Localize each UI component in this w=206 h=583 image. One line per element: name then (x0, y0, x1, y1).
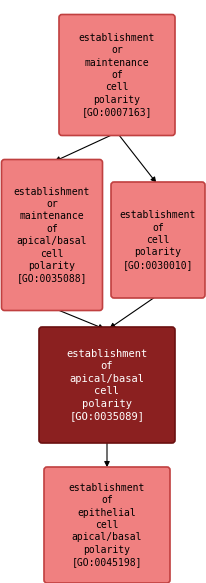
FancyBboxPatch shape (59, 15, 174, 135)
FancyBboxPatch shape (110, 182, 204, 298)
Text: establishment
of
epithelial
cell
apical/basal
polarity
[GO:0045198]: establishment of epithelial cell apical/… (68, 483, 144, 567)
Text: establishment
or
maintenance
of
apical/basal
cell
polarity
[GO:0035088]: establishment or maintenance of apical/b… (14, 187, 90, 283)
Text: establishment
of
cell
polarity
[GO:0030010]: establishment of cell polarity [GO:00300… (119, 210, 195, 270)
Text: establishment
of
apical/basal
cell
polarity
[GO:0035089]: establishment of apical/basal cell polar… (66, 349, 147, 421)
FancyBboxPatch shape (39, 327, 174, 443)
Text: establishment
or
maintenance
of
cell
polarity
[GO:0007163]: establishment or maintenance of cell pol… (78, 33, 154, 117)
FancyBboxPatch shape (1, 160, 102, 311)
FancyBboxPatch shape (44, 467, 169, 583)
